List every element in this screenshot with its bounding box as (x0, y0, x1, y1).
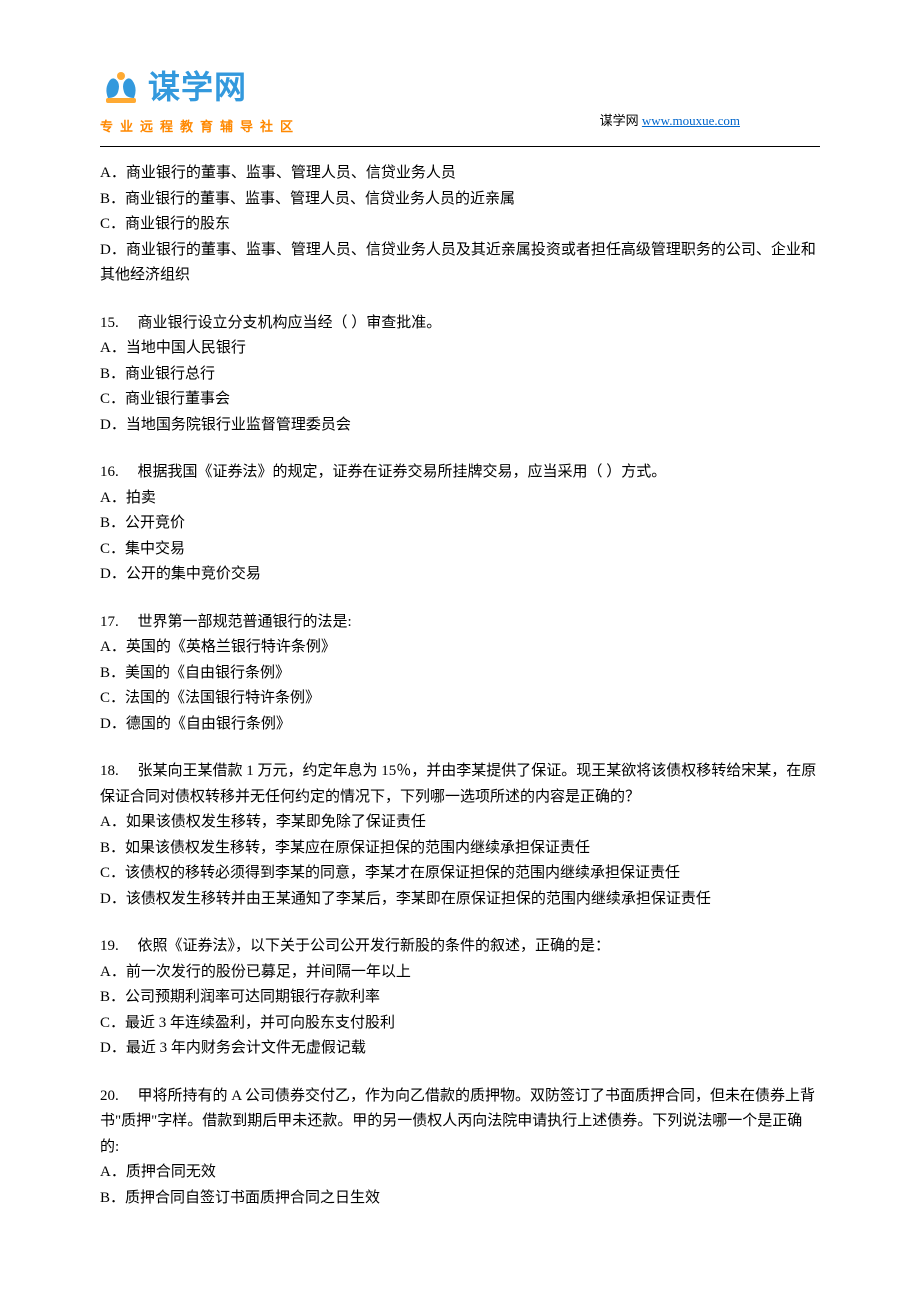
logo-icon (100, 68, 142, 106)
question-stem: 20. 甲将所持有的 A 公司债券交付乙，作为向乙借款的质押物。双防签订了书面质… (100, 1084, 820, 1161)
logo-tagline: 专业远程教育辅导社区 (100, 116, 300, 138)
option-text: C．集中交易 (100, 537, 820, 563)
option-text: B．公司预期利润率可达同期银行存款利率 (100, 985, 820, 1011)
logo-text: 谋学网 (148, 60, 247, 114)
option-text: B．美国的《自由银行条例》 (100, 661, 820, 687)
header-divider (100, 146, 820, 147)
document-content: A．商业银行的董事、监事、管理人员、信贷业务人员 B．商业银行的董事、监事、管理… (100, 161, 820, 1211)
option-text: A．拍卖 (100, 486, 820, 512)
question-14-options: A．商业银行的董事、监事、管理人员、信贷业务人员 B．商业银行的董事、监事、管理… (100, 161, 820, 289)
option-text: C．商业银行董事会 (100, 387, 820, 413)
option-text: D．最近 3 年内财务会计文件无虚假记载 (100, 1036, 820, 1062)
option-text: A．当地中国人民银行 (100, 336, 820, 362)
question-stem: 19. 依照《证券法》，以下关于公司公开发行新股的条件的叙述，正确的是： (100, 934, 820, 960)
option-text: D．当地国务院银行业监督管理委员会 (100, 413, 820, 439)
question-stem: 18. 张某向王某借款 1 万元，约定年息为 15％，并由李某提供了保证。现王某… (100, 759, 820, 810)
option-text: C．法国的《法国银行特许条例》 (100, 686, 820, 712)
question-17: 17. 世界第一部规范普通银行的法是: A．英国的《英格兰银行特许条例》 B．美… (100, 610, 820, 738)
site-label: 谋学网 (600, 113, 639, 128)
question-stem: 15. 商业银行设立分支机构应当经（ ）审查批准。 (100, 311, 820, 337)
option-text: A．商业银行的董事、监事、管理人员、信贷业务人员 (100, 161, 820, 187)
option-text: A．如果该债权发生移转，李某即免除了保证责任 (100, 810, 820, 836)
logo-top: 谋学网 (100, 60, 300, 114)
option-text: C．该债权的移转必须得到李某的同意，李某才在原保证担保的范围内继续承担保证责任 (100, 861, 820, 887)
option-text: D．公开的集中竞价交易 (100, 562, 820, 588)
option-text: D．该债权发生移转并由王某通知了李某后，李某即在原保证担保的范围内继续承担保证责… (100, 887, 820, 913)
option-text: A．英国的《英格兰银行特许条例》 (100, 635, 820, 661)
option-text: A．质押合同无效 (100, 1160, 820, 1186)
question-16: 16. 根据我国《证券法》的规定，证券在证券交易所挂牌交易，应当采用（ ）方式。… (100, 460, 820, 588)
option-text: C．商业银行的股东 (100, 212, 820, 238)
page-header: 谋学网 专业远程教育辅导社区 谋学网 www.mouxue.com (100, 60, 820, 138)
option-text: C．最近 3 年连续盈利，并可向股东支付股利 (100, 1011, 820, 1037)
option-text: B．如果该债权发生移转，李某应在原保证担保的范围内继续承担保证责任 (100, 836, 820, 862)
option-text: A．前一次发行的股份已募足，并间隔一年以上 (100, 960, 820, 986)
header-site-link: 谋学网 www.mouxue.com (600, 110, 740, 138)
question-18: 18. 张某向王某借款 1 万元，约定年息为 15％，并由李某提供了保证。现王某… (100, 759, 820, 912)
question-15: 15. 商业银行设立分支机构应当经（ ）审查批准。 A．当地中国人民银行 B．商… (100, 311, 820, 439)
option-text: B．商业银行的董事、监事、管理人员、信贷业务人员的近亲属 (100, 187, 820, 213)
question-20: 20. 甲将所持有的 A 公司债券交付乙，作为向乙借款的质押物。双防签订了书面质… (100, 1084, 820, 1212)
option-text: D．商业银行的董事、监事、管理人员、信贷业务人员及其近亲属投资或者担任高级管理职… (100, 238, 820, 289)
question-stem: 17. 世界第一部规范普通银行的法是: (100, 610, 820, 636)
logo-area: 谋学网 专业远程教育辅导社区 (100, 60, 300, 138)
option-text: D．德国的《自由银行条例》 (100, 712, 820, 738)
site-url-link[interactable]: www.mouxue.com (642, 113, 740, 128)
question-stem: 16. 根据我国《证券法》的规定，证券在证券交易所挂牌交易，应当采用（ ）方式。 (100, 460, 820, 486)
question-19: 19. 依照《证券法》，以下关于公司公开发行新股的条件的叙述，正确的是： A．前… (100, 934, 820, 1062)
option-text: B．公开竞价 (100, 511, 820, 537)
option-text: B．质押合同自签订书面质押合同之日生效 (100, 1186, 820, 1212)
option-text: B．商业银行总行 (100, 362, 820, 388)
